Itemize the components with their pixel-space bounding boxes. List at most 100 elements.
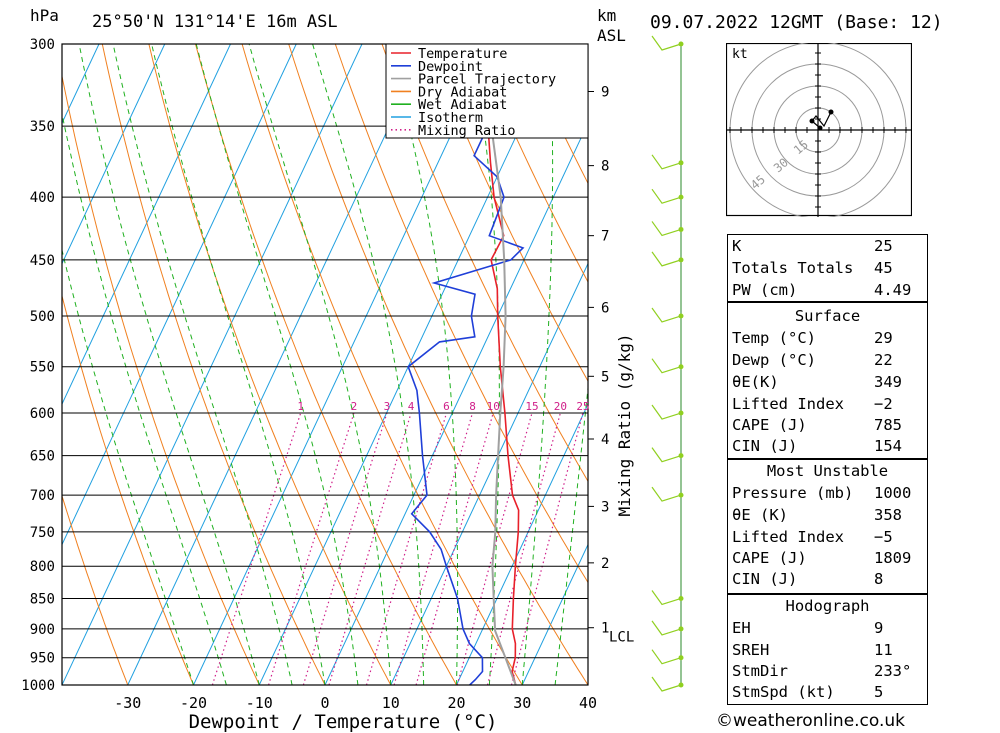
asl-unit-label: ASL bbox=[597, 26, 626, 45]
legend-label: Wet Adiabat bbox=[418, 97, 507, 113]
mixing-ratio-axis-title: Mixing Ratio (g/kg) bbox=[615, 333, 634, 516]
most-unstable-table: Most Unstable Pressure (mb) 1000 θE (K) … bbox=[727, 459, 928, 594]
isotherm-line bbox=[456, 402, 588, 685]
mu-theta-e-label: θE (K) bbox=[732, 506, 788, 524]
surface-temp-label: Temp (°C) bbox=[732, 329, 816, 347]
hpa-unit-label: hPa bbox=[30, 6, 59, 25]
pressure-tick-label: 800 bbox=[30, 559, 55, 575]
mixing-ratio-line bbox=[328, 412, 412, 685]
mixing-ratio-label: 15 bbox=[525, 400, 538, 413]
hodograph-unit: kt bbox=[732, 47, 748, 62]
pressure-tick-label: 1000 bbox=[21, 678, 55, 694]
legend-label: Parcel Trajectory bbox=[418, 72, 556, 88]
pressure-tick-label: 850 bbox=[30, 591, 55, 607]
mu-pressure-value: 1000 bbox=[874, 484, 912, 502]
mixing-ratio-label: 2 bbox=[351, 400, 358, 413]
storm-direction-label: StmDir bbox=[732, 662, 788, 680]
totals-totals-value: 45 bbox=[874, 259, 893, 277]
mu-lifted-index-label: Lifted Index bbox=[732, 528, 844, 546]
surface-cape-label: CAPE (J) bbox=[732, 416, 807, 434]
dry-adiabat-line bbox=[381, 44, 588, 483]
storm-direction-value: 233° bbox=[874, 662, 912, 680]
isotherm-line bbox=[258, 44, 560, 685]
dry-adiabat-line bbox=[708, 44, 720, 685]
temperature-tick-label: 10 bbox=[382, 694, 400, 712]
hodograph-table: Hodograph EH 9 SREH 11 StmDir 233° StmSp… bbox=[727, 594, 928, 705]
temperature-tick-label: 40 bbox=[579, 694, 597, 712]
mu-lifted-index-value: −5 bbox=[874, 528, 893, 546]
legend-label: Isotherm bbox=[418, 110, 483, 126]
mu-cin-value: 8 bbox=[874, 570, 884, 588]
isotherm-line bbox=[62, 44, 363, 685]
pressure-tick-label: 350 bbox=[30, 119, 55, 135]
isotherm-line bbox=[521, 543, 588, 685]
pressure-tick-label: 900 bbox=[30, 622, 55, 638]
copyright-footer: ©weatheronline.co.uk bbox=[716, 711, 906, 731]
pressure-tick-label: 750 bbox=[30, 525, 55, 541]
k-index-label: K bbox=[732, 237, 742, 255]
wet-adiabat-line bbox=[554, 382, 588, 685]
legend-box bbox=[385, 43, 589, 139]
k-index-value: 25 bbox=[874, 237, 893, 255]
eh-value: 9 bbox=[874, 619, 884, 637]
mixing-ratio-line bbox=[211, 412, 302, 685]
km-tick-label: 7 bbox=[601, 229, 609, 245]
mixing-ratio-line bbox=[268, 412, 355, 685]
wind-barb bbox=[651, 358, 682, 374]
totals-totals-label: Totals Totals bbox=[732, 259, 854, 277]
lcl-label: LCL bbox=[609, 630, 634, 646]
most-unstable-title: Most Unstable bbox=[766, 462, 889, 480]
isotherm-line bbox=[324, 121, 588, 685]
surface-title: Surface bbox=[794, 307, 861, 325]
mixing-ratio-label: 25 bbox=[576, 400, 589, 413]
km-tick-label: 5 bbox=[601, 369, 609, 385]
temperature-tick-label: 30 bbox=[513, 694, 531, 712]
mixing-ratio-label: 3 bbox=[384, 400, 391, 413]
eh-label: EH bbox=[732, 619, 751, 637]
temperature-tick-label: -20 bbox=[180, 694, 207, 712]
dry-adiabat-line bbox=[474, 44, 588, 283]
pressure-tick-label: 600 bbox=[30, 406, 55, 422]
storm-speed-value: 5 bbox=[874, 683, 884, 701]
mixing-ratio-line bbox=[302, 412, 388, 685]
x-axis-title: Dewpoint / Temperature (°C) bbox=[189, 711, 498, 733]
wind-barb bbox=[651, 35, 682, 51]
isotherm-line bbox=[127, 44, 429, 685]
legend-label: Mixing Ratio bbox=[418, 123, 516, 139]
pw-label: PW (cm) bbox=[732, 281, 798, 299]
km-tick-label: 4 bbox=[601, 432, 609, 448]
wet-adiabat-line bbox=[521, 44, 554, 685]
surface-dewp-value: 22 bbox=[874, 351, 893, 369]
wet-adiabat-line bbox=[387, 44, 459, 685]
sounding-datetime: 09.07.2022 12GMT (Base: 12) bbox=[650, 12, 943, 33]
mixing-ratio-label: 1 bbox=[297, 400, 304, 413]
dry-adiabat-line bbox=[567, 44, 588, 87]
wind-barb bbox=[651, 307, 682, 323]
pressure-tick-label: 950 bbox=[30, 651, 55, 667]
mixing-ratio-label: 8 bbox=[469, 400, 476, 413]
wind-barb bbox=[651, 154, 682, 170]
wind-barb bbox=[651, 620, 682, 636]
pressure-tick-label: 650 bbox=[30, 449, 55, 465]
mixing-ratio-line bbox=[510, 412, 584, 685]
km-unit-label: km bbox=[597, 6, 617, 25]
pressure-tick-label: 550 bbox=[30, 360, 55, 376]
dry-adiabat-line bbox=[62, 73, 260, 685]
surface-cin-label: CIN (J) bbox=[732, 437, 798, 455]
wet-adiabat-line bbox=[112, 44, 293, 685]
mu-pressure-label: Pressure (mb) bbox=[732, 484, 854, 502]
wind-barb bbox=[651, 404, 682, 420]
dry-adiabat-line bbox=[195, 44, 457, 685]
surface-table: Surface Temp (°C) 29 Dewp (°C) 22 θE(K) … bbox=[727, 302, 928, 459]
km-tick-label: 9 bbox=[601, 85, 609, 101]
mixing-ratio-label: 10 bbox=[487, 400, 500, 413]
mixing-ratio-label: 6 bbox=[443, 400, 450, 413]
km-tick-label: 2 bbox=[601, 556, 609, 572]
temperature-tick-label: -10 bbox=[246, 694, 273, 712]
km-tick-label: 1 bbox=[601, 621, 609, 637]
wet-adiabat-line bbox=[78, 44, 260, 685]
pressure-tick-label: 700 bbox=[30, 488, 55, 504]
isotherm-line bbox=[587, 683, 588, 685]
station-location: 25°50'N 131°14'E 16m ASL bbox=[92, 12, 338, 32]
